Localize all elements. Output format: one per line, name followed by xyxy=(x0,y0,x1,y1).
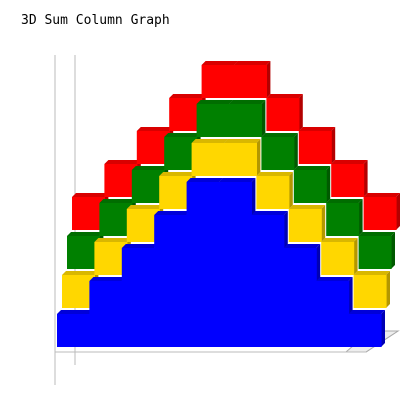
bar-top xyxy=(224,139,261,143)
bar-top xyxy=(94,238,131,242)
bar-top xyxy=(159,172,196,176)
bar-top xyxy=(331,160,368,164)
bar xyxy=(363,197,397,230)
bar xyxy=(266,98,300,131)
bar xyxy=(326,203,360,236)
bar-top xyxy=(67,232,104,236)
bar xyxy=(321,242,355,275)
bar-side xyxy=(288,172,293,209)
bar-top xyxy=(363,193,400,197)
bar xyxy=(358,236,392,269)
bar-top xyxy=(186,178,223,182)
bar-side xyxy=(298,94,303,131)
bar-top xyxy=(251,211,288,215)
bar-side xyxy=(396,193,400,230)
bar xyxy=(298,131,332,164)
bar xyxy=(316,281,350,347)
bar xyxy=(219,182,252,347)
bar xyxy=(288,209,322,242)
bar xyxy=(121,248,155,347)
bar xyxy=(89,281,123,347)
bar xyxy=(283,248,317,347)
bar-top xyxy=(89,277,126,281)
bar-top xyxy=(229,100,266,104)
bar-top xyxy=(256,172,293,176)
bar-top xyxy=(321,238,358,242)
bar-top xyxy=(266,94,303,98)
bar-top xyxy=(72,193,109,197)
bar-top xyxy=(326,199,363,203)
bar-side xyxy=(386,271,390,308)
bar-top xyxy=(353,271,390,275)
bar-side xyxy=(391,232,395,269)
bar-side xyxy=(293,133,298,170)
bar-top xyxy=(154,211,191,215)
bar xyxy=(251,215,285,347)
bar-top xyxy=(288,205,326,209)
bar-top xyxy=(219,178,256,182)
bar xyxy=(353,275,387,308)
bar xyxy=(186,182,220,347)
bar-top xyxy=(283,244,321,248)
bar xyxy=(261,137,295,170)
bar-side xyxy=(266,61,271,98)
bar-side xyxy=(358,199,363,236)
bar-top xyxy=(104,160,141,164)
bar-side xyxy=(331,127,336,164)
bar-top xyxy=(136,127,174,131)
bar xyxy=(154,215,188,347)
bar-top xyxy=(99,199,136,203)
bar-top xyxy=(201,61,238,65)
bar-top xyxy=(196,100,233,104)
bar-top xyxy=(126,205,164,209)
bar-top xyxy=(261,133,298,137)
bar xyxy=(57,314,90,347)
bar-top xyxy=(298,127,336,131)
bar xyxy=(348,314,382,347)
bar-side xyxy=(326,166,331,203)
bar xyxy=(234,65,267,98)
bar xyxy=(331,164,365,197)
bar xyxy=(256,176,290,209)
bar-side xyxy=(256,139,261,176)
bar-side xyxy=(321,205,326,242)
chart-title: 3D Sum Column Graph xyxy=(21,13,170,28)
bar-top xyxy=(169,94,206,98)
bar-top xyxy=(121,244,159,248)
bar xyxy=(224,143,257,176)
bar xyxy=(293,170,327,203)
bar-top xyxy=(234,61,271,65)
bar xyxy=(229,104,262,137)
bar-top xyxy=(348,310,385,314)
bar xyxy=(196,104,230,137)
bar-top xyxy=(131,166,169,170)
bar-top xyxy=(57,310,94,314)
bar-side xyxy=(261,100,266,137)
bar-side xyxy=(363,160,368,197)
bar xyxy=(201,65,235,98)
bar-top xyxy=(164,133,201,137)
bar-top xyxy=(316,277,353,281)
bar-side xyxy=(353,238,358,275)
bar xyxy=(191,143,225,176)
bar-top xyxy=(358,232,395,236)
chart-bars xyxy=(57,61,400,347)
bar-top xyxy=(62,271,99,275)
bar-side xyxy=(381,310,385,347)
bar-top xyxy=(191,139,228,143)
bar-top xyxy=(293,166,331,170)
